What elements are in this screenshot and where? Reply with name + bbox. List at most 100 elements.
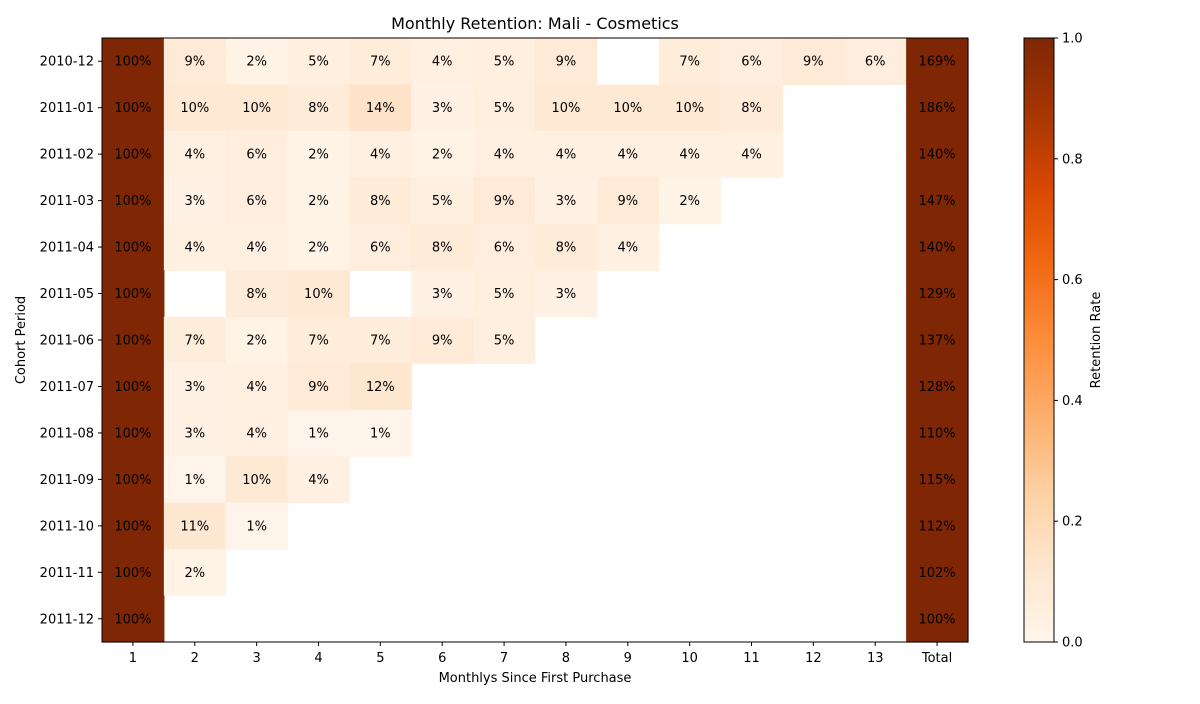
cell-value-label: 7% [308, 334, 329, 349]
cell-value-label: 100% [114, 241, 151, 256]
heatmap-cell [411, 270, 474, 318]
x-tick-label: 8 [562, 651, 570, 666]
heatmap-cell [473, 223, 536, 271]
heatmap-cell [473, 130, 536, 178]
heatmap-cell [906, 363, 969, 411]
heatmap-cell [287, 270, 351, 318]
heatmap-cell [163, 363, 227, 411]
heatmap-cell [225, 363, 289, 411]
cell-value-label: 10% [551, 101, 580, 116]
heatmap-cell [287, 130, 351, 178]
heatmap-cell [163, 130, 227, 178]
heatmap-cell [163, 456, 227, 504]
heatmap-cell [225, 223, 289, 271]
x-tick-label: Total [921, 651, 952, 666]
heatmap-cell [287, 316, 351, 364]
cell-value-label: 110% [918, 426, 955, 441]
heatmap-cell [102, 177, 165, 225]
y-tick-label: 2011-06 [40, 334, 94, 349]
cell-value-label: 2% [246, 334, 267, 349]
cell-value-label: 100% [114, 380, 151, 395]
colorbar-ticks: 0.0 0.2 0.4 0.6 0.8 1.0 [1054, 32, 1083, 651]
cell-value-label: 4% [432, 55, 453, 70]
cell-value-label: 1% [246, 519, 267, 534]
heatmap-cell [906, 409, 969, 457]
cell-value-label: 147% [918, 194, 955, 209]
heatmap-cell [906, 595, 969, 643]
cell-value-label: 112% [918, 519, 955, 534]
y-tick-label: 2011-04 [40, 241, 94, 256]
cell-value-label: 9% [556, 55, 577, 70]
cell-value-label: 4% [246, 241, 267, 256]
cell-value-label: 100% [114, 194, 151, 209]
cell-value-label: 3% [184, 426, 205, 441]
heatmap-cell [225, 84, 289, 132]
cell-value-label: 6% [370, 241, 391, 256]
heatmap-cell [287, 223, 351, 271]
heatmap-cell [163, 84, 227, 132]
cell-value-label: 10% [675, 101, 704, 116]
heatmap-cell [596, 130, 660, 178]
cell-value-label: 100% [114, 519, 151, 534]
heatmap-cell [658, 38, 722, 86]
x-tick-label: 11 [743, 651, 760, 666]
cell-value-label: 169% [918, 55, 955, 70]
heatmap-cell [349, 177, 412, 225]
heatmap-cell [163, 177, 227, 225]
heatmap-cell [163, 549, 227, 597]
cell-value-label: 7% [679, 55, 700, 70]
heatmap-cell [535, 223, 598, 271]
cell-value-label: 5% [494, 55, 515, 70]
cell-value-label: 2% [246, 55, 267, 70]
colorbar-tick-label: 0.0 [1062, 636, 1083, 651]
cell-value-label: 5% [308, 55, 329, 70]
cell-value-label: 1% [308, 426, 329, 441]
heatmap-cell [535, 177, 598, 225]
x-tick-label: 2 [191, 651, 199, 666]
colorbar-tick-label: 0.4 [1062, 394, 1083, 409]
cell-value-label: 4% [494, 148, 515, 163]
heatmap-cell [473, 84, 536, 132]
cell-value-label: 2% [308, 241, 329, 256]
cell-value-label: 10% [613, 101, 642, 116]
cell-value-label: 14% [366, 101, 395, 116]
heatmap-cell [102, 84, 165, 132]
cell-value-label: 4% [679, 148, 700, 163]
heatmap-cell [411, 177, 474, 225]
y-tick-label: 2011-01 [40, 101, 94, 116]
y-tick-label: 2011-02 [40, 148, 94, 163]
heatmap-cell [163, 38, 227, 86]
colorbar-label: Retention Rate [1089, 292, 1104, 389]
colorbar-tick-label: 0.6 [1062, 273, 1083, 288]
cell-value-label: 5% [432, 194, 453, 209]
heatmap-cell [473, 38, 536, 86]
cell-value-label: 3% [184, 380, 205, 395]
cell-value-label: 4% [617, 148, 638, 163]
cell-value-label: 8% [556, 241, 577, 256]
heatmap-cell [720, 130, 784, 178]
cell-value-label: 6% [741, 55, 762, 70]
heatmap-cell [720, 38, 784, 86]
cell-value-label: 2% [679, 194, 700, 209]
cell-value-label: 2% [432, 148, 453, 163]
cell-value-label: 6% [246, 148, 267, 163]
colorbar-tick-label: 1.0 [1062, 32, 1083, 47]
heatmap-cell [349, 223, 412, 271]
heatmap-cell [411, 316, 474, 364]
heatmap-cell [163, 223, 227, 271]
heatmap-cell [225, 409, 289, 457]
y-tick-label: 2011-03 [40, 194, 94, 209]
heatmap-cell [225, 177, 289, 225]
heatmap-cell [225, 456, 289, 504]
heatmap-cell [102, 130, 165, 178]
y-tick-label: 2011-11 [40, 566, 94, 581]
y-tick-label: 2011-08 [40, 426, 94, 441]
cell-value-label: 9% [617, 194, 638, 209]
cell-value-label: 6% [865, 55, 886, 70]
heatmap-cell [535, 84, 598, 132]
cell-value-label: 9% [803, 55, 824, 70]
y-tick-label: 2011-05 [40, 287, 94, 302]
cell-value-label: 3% [184, 194, 205, 209]
heatmap-cell [287, 456, 351, 504]
